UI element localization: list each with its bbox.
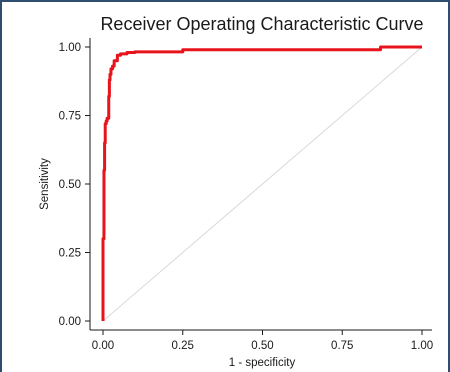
x-tick-label: 0.50 [251, 340, 273, 352]
y-tick-label: 0.00 [59, 316, 81, 328]
chart-title: Receiver Operating Characteristic Curve [100, 14, 423, 34]
y-tick-label: 0.50 [59, 179, 81, 191]
y-axis-ticks: 0.00 0.25 0.50 0.75 1.00 [59, 42, 90, 328]
x-tick-label: 1.00 [411, 340, 433, 352]
y-tick-label: 0.75 [59, 111, 81, 123]
roc-curve-line [101, 45, 422, 321]
reference-diagonal-line [102, 46, 423, 322]
y-tick-label: 1.00 [59, 42, 81, 54]
y-tick-label: 0.25 [59, 248, 81, 260]
x-axis-ticks: 0.00 0.25 0.50 0.75 1.00 [92, 330, 433, 352]
x-tick-label: 0.25 [172, 340, 194, 352]
x-tick-label: 0.75 [331, 340, 353, 352]
y-axis-label: Sensitivity [39, 158, 51, 210]
x-tick-label: 0.00 [92, 340, 114, 352]
x-axis-label: 1 - specificity [229, 357, 296, 369]
plot-area [89, 38, 432, 331]
